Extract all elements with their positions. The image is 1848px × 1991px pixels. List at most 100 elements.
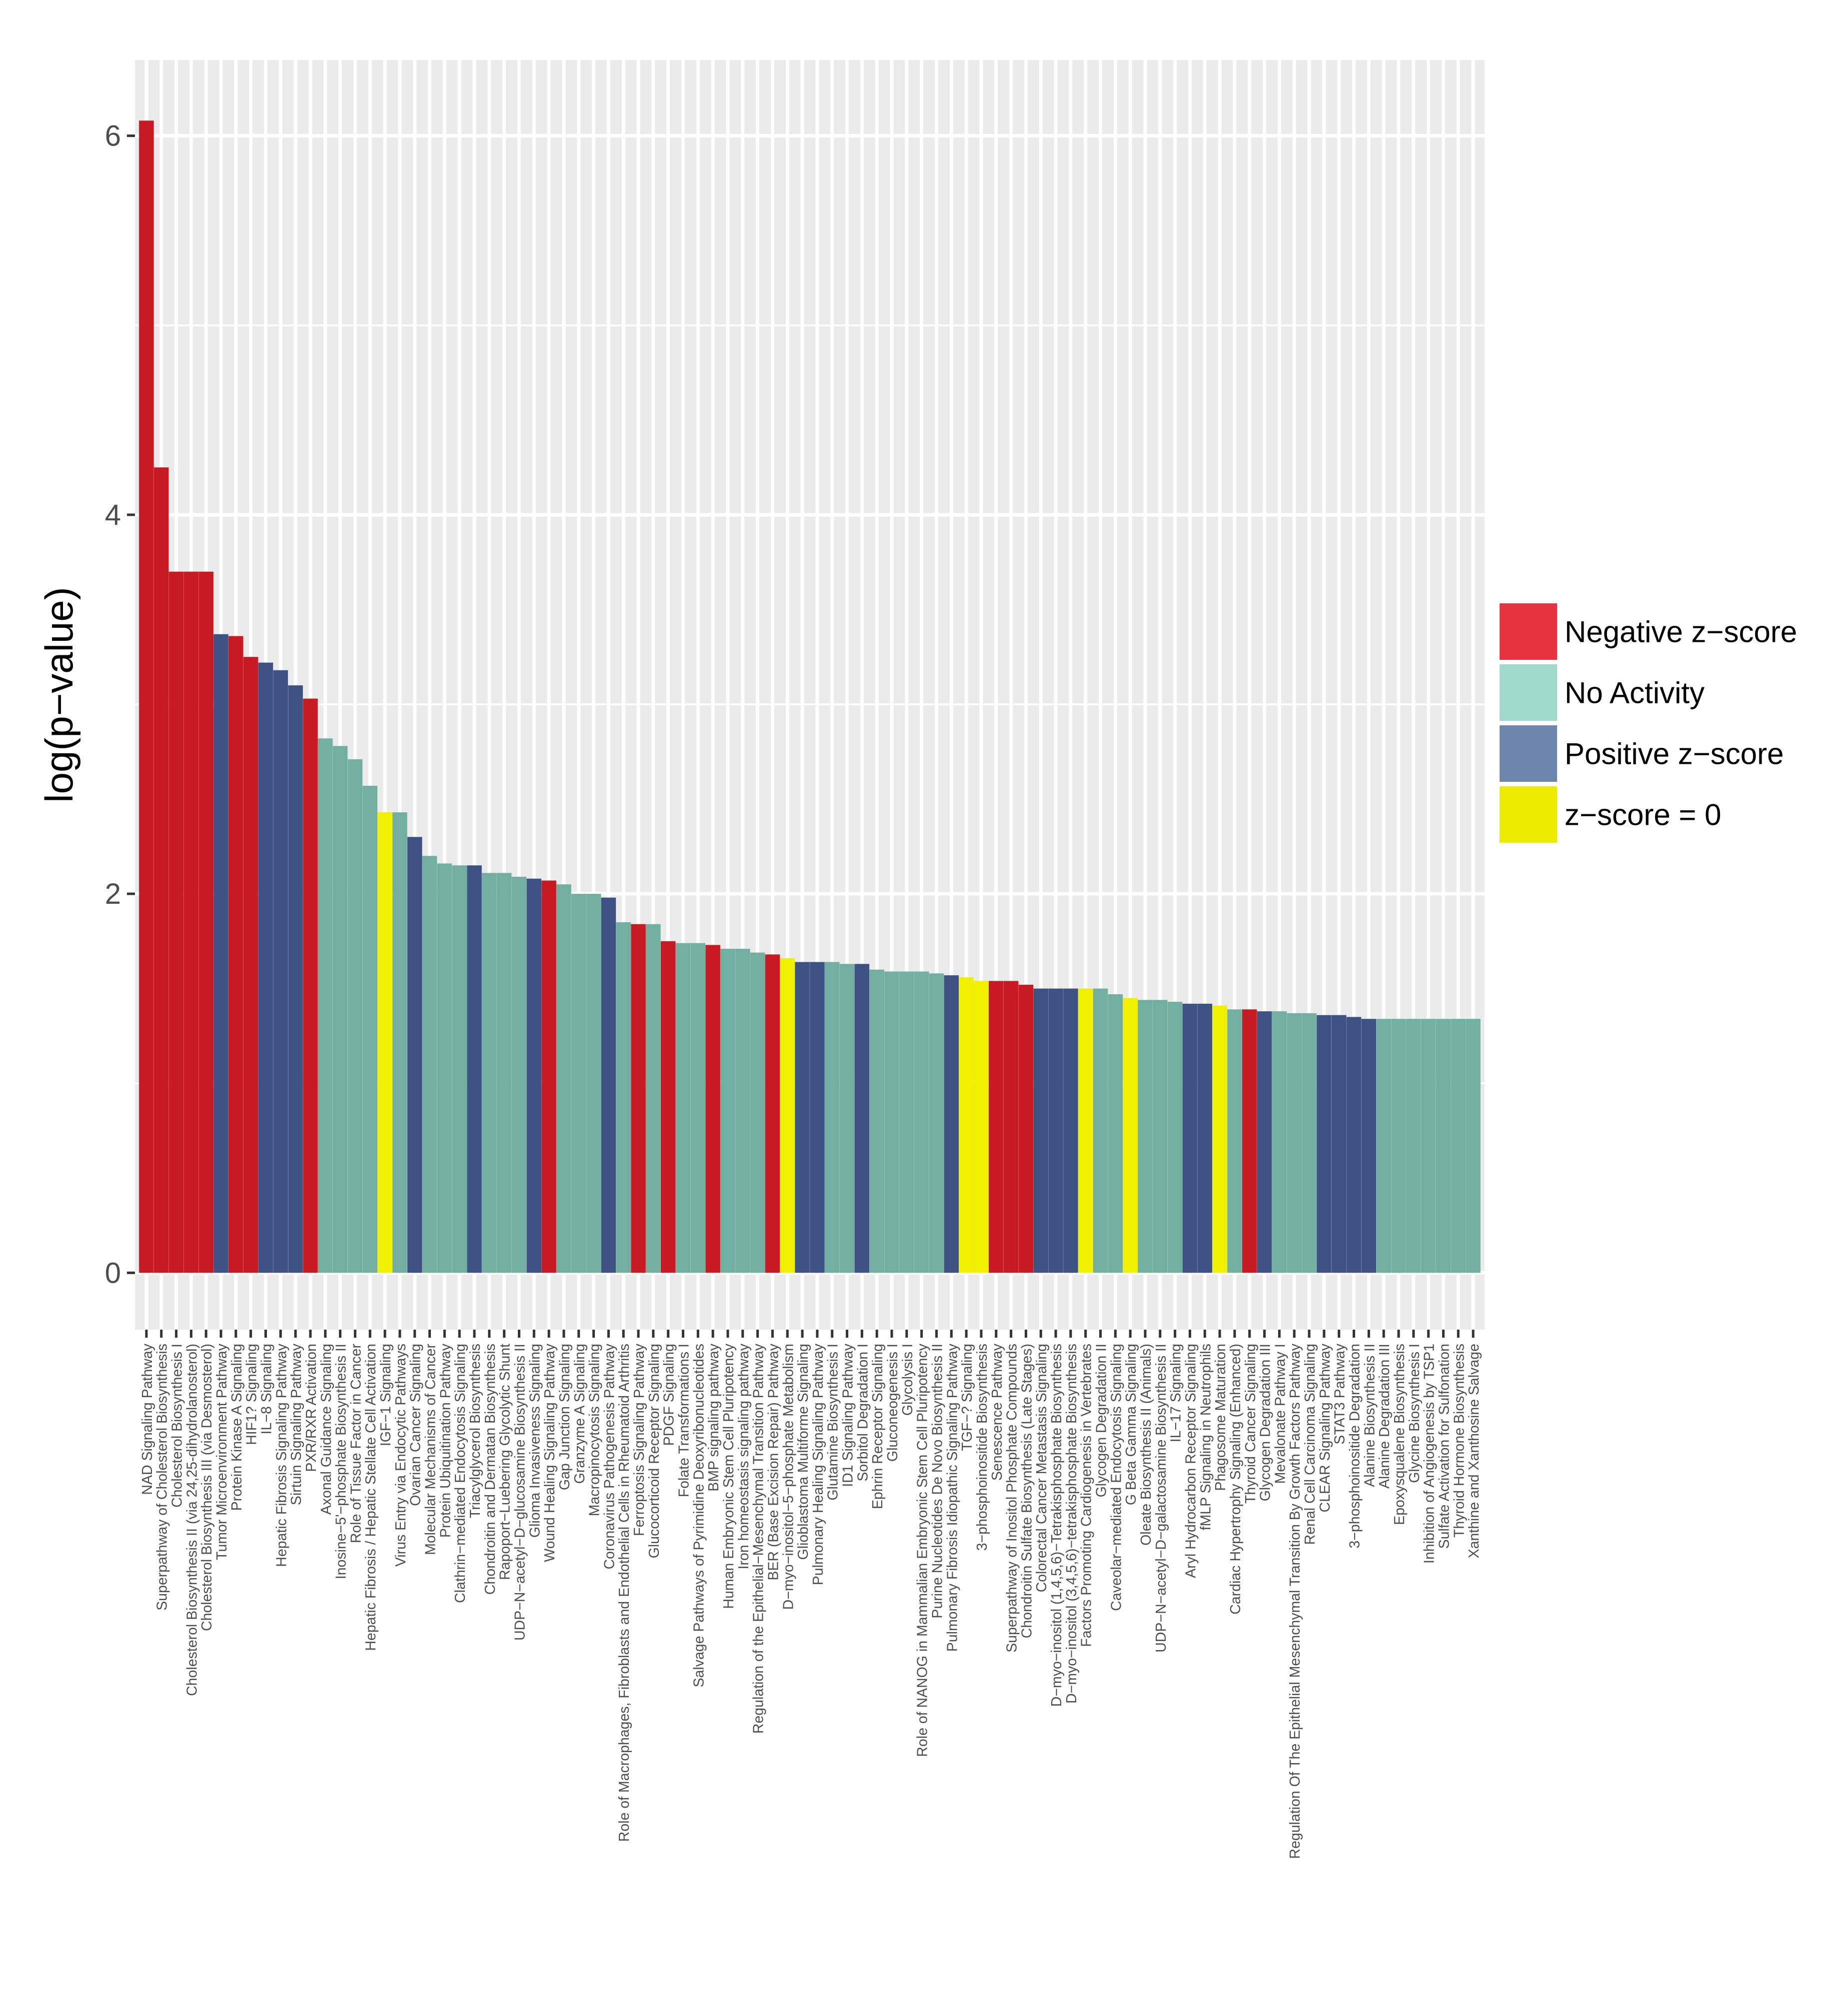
x-tick-label: Role of Tissue Factor in Cancer (348, 1343, 364, 1543)
bar (616, 922, 631, 1273)
bar (437, 863, 452, 1273)
x-tick-label: Clathrin−mediated Endocytosis Signaling (452, 1344, 468, 1603)
x-tick-label: Cholesterol Biosynthesis III (via Desmos… (199, 1344, 215, 1631)
x-tick-label: UDP−N−acetyl−D−galactosamine Biosynthesi… (1153, 1344, 1169, 1653)
bar (1063, 988, 1078, 1273)
x-tick-label: Inosine−5'−phosphate Biosynthesis II (333, 1344, 349, 1579)
bar (452, 865, 467, 1273)
bar (258, 662, 273, 1273)
x-tick-label: Mevalonate Pathway I (1272, 1344, 1288, 1484)
bar (1167, 1002, 1183, 1273)
bar (571, 894, 586, 1273)
x-tick-label: Regulation Of The Epithelial Mesenchymal… (1287, 1343, 1303, 1859)
legend-label: Negative z−score (1565, 615, 1797, 649)
bar (1436, 1019, 1451, 1273)
x-tick-label: Role of Macrophages, Fibroblasts and End… (616, 1344, 632, 1842)
bar (1108, 994, 1123, 1273)
bar (422, 856, 437, 1273)
x-tick-label: Rapoport−Luebering Glycolytic Shunt (497, 1344, 513, 1580)
y-axis: 0 2 4 6 (105, 120, 135, 1289)
x-tick-label: Ephrin Receptor Signaling (870, 1344, 886, 1509)
x-tick-label: IL−8 Signaling (258, 1344, 274, 1434)
bar (631, 924, 646, 1273)
x-tick-label: Chondroitin Sulfate Biosynthesis (Late S… (1019, 1344, 1035, 1638)
bar (854, 964, 870, 1273)
x-tick-label: IL−17 Signaling (1168, 1344, 1184, 1442)
x-tick-label: Sorbitol Degradation I (855, 1344, 871, 1482)
x-tick-label: UDP−N−acetyl−D−glucosamine Biosynthesis … (512, 1344, 528, 1641)
bar (347, 759, 363, 1273)
bar (795, 962, 810, 1273)
bar (824, 962, 840, 1273)
x-tick-label: BMP signaling pathway (706, 1343, 722, 1491)
bar (1391, 1019, 1406, 1273)
bar (541, 880, 556, 1273)
bar (959, 977, 974, 1273)
bar (586, 894, 601, 1273)
bar (1421, 1019, 1436, 1273)
x-tick-label: Caveolar−mediated Endocytosis Signaling (1108, 1344, 1124, 1611)
bar (243, 657, 258, 1273)
bar (675, 943, 691, 1273)
x-tick-label: Glycogen Degradation III (1258, 1344, 1274, 1501)
x-tick-label: 3−phosphoinositide Biosynthesis (974, 1344, 990, 1551)
x-tick-label: Molecular Mechanisms of Cancer (423, 1344, 439, 1555)
bar (467, 865, 482, 1273)
x-tick-label: Tumor Microenvironment Pathway (214, 1343, 230, 1560)
bar (1331, 1015, 1347, 1273)
bar (1406, 1019, 1421, 1273)
bar (601, 897, 616, 1273)
x-tick-label: Salvage Pathways of Pyrimidine Deoxyribo… (691, 1344, 707, 1688)
bar (139, 120, 154, 1273)
bar (690, 943, 706, 1273)
bar (273, 670, 288, 1273)
x-tick-label: Aryl Hydrocarbon Receptor Signaling (1183, 1344, 1199, 1578)
x-tick-label: Glycolysis I (900, 1344, 916, 1416)
x-tick-label: Ferroptosis Signaling Pathway (631, 1343, 647, 1536)
bar (884, 971, 899, 1273)
bar (482, 873, 497, 1273)
x-tick-label: Glycine Biosynthesis I (1407, 1344, 1423, 1483)
bar (720, 949, 735, 1273)
bar (288, 685, 303, 1273)
x-tick-label: Alanine Degradation III (1377, 1344, 1393, 1489)
legend-label: No Activity (1565, 676, 1705, 710)
x-tick-label: Alanine Biosynthesis II (1362, 1344, 1378, 1487)
x-tick-label: STAT3 Pathway (1332, 1343, 1348, 1444)
x-tick-label: D−myo−inositol (1,4,5,6)−Tetrakisphospha… (1049, 1344, 1065, 1707)
bar (1048, 988, 1063, 1273)
bar (989, 981, 1004, 1273)
bar (869, 969, 884, 1273)
y-tick-label: 2 (105, 878, 121, 910)
legend-label: z−score = 0 (1565, 798, 1722, 832)
bars (139, 120, 1481, 1273)
x-tick-label: Virus Entry via Endocytic Pathways (393, 1344, 409, 1567)
bar (899, 971, 914, 1273)
x-tick-label: Pulmonary Healing Signaling Pathway (810, 1343, 826, 1585)
x-tick-label: Folate Transformations I (676, 1344, 692, 1497)
x-tick-label: Glucocorticoid Receptor Signaling (646, 1344, 662, 1558)
y-axis-label: log(p−value) (37, 587, 81, 802)
x-tick-label: fMLP Signaling in Neutrophils (1198, 1344, 1214, 1530)
bar (974, 981, 989, 1273)
bar (526, 878, 542, 1273)
bar (1346, 1017, 1362, 1273)
x-tick-label: NAD Signaling Pathway (139, 1343, 155, 1495)
bar (780, 958, 795, 1273)
bar (810, 962, 825, 1273)
bar (1138, 1000, 1153, 1273)
y-tick-label: 0 (105, 1257, 121, 1289)
bar (153, 467, 169, 1273)
x-tick-label: Hepatic Fibrosis Signaling Pathway (273, 1343, 289, 1567)
x-tick-label: Cardiac Hypertrophy Signaling (Enhanced) (1228, 1344, 1244, 1615)
x-tick-label: Protein Ubiquitination Pathway (437, 1343, 453, 1538)
x-tick-label: Cholesterol Biosynthesis II (via 24,25-d… (184, 1344, 200, 1696)
x-tick-label: Epoxysqualene Biosynthesis (1392, 1344, 1408, 1525)
x-tick-label: CLEAR Signaling Pathway (1317, 1343, 1333, 1512)
bar (183, 571, 199, 1273)
bar (660, 941, 676, 1273)
legend-key-neg (1500, 603, 1557, 660)
legend: Negative z−score No Activity Positive z−sc… (1500, 603, 1797, 843)
x-tick-label: 3−phosphoinositide Degradation (1347, 1344, 1363, 1549)
